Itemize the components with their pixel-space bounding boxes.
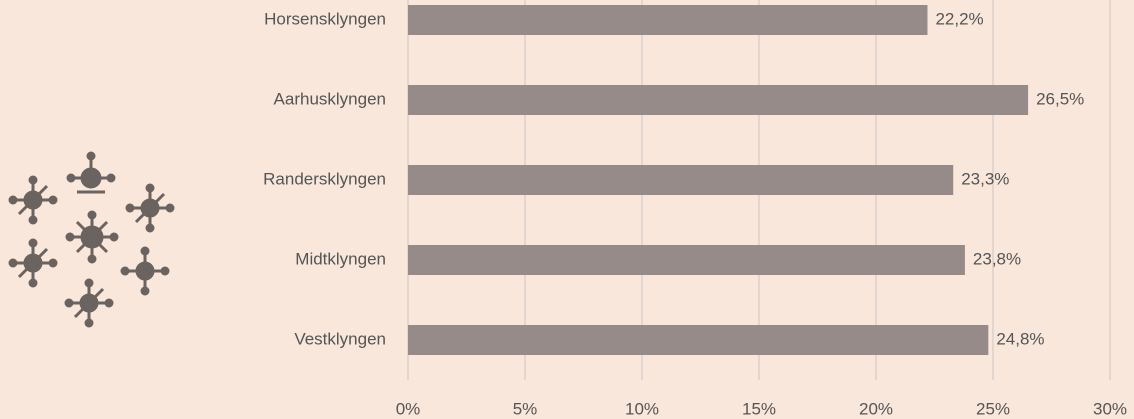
x-tick-label: 0% <box>396 399 421 418</box>
cluster-icon <box>8 151 175 328</box>
data-label: 23,3% <box>961 169 1009 188</box>
y-tick-label: Randersklyngen <box>263 169 386 188</box>
x-tick-label: 20% <box>859 399 893 418</box>
data-label: 26,5% <box>1036 89 1084 108</box>
x-tick-label: 30% <box>1093 399 1127 418</box>
y-tick-label: Vestklyngen <box>294 329 386 348</box>
data-label: 24,8% <box>996 329 1044 348</box>
x-tick-label: 10% <box>625 399 659 418</box>
x-tick-label: 25% <box>976 399 1010 418</box>
bar <box>408 5 928 35</box>
data-label: 23,8% <box>973 249 1021 268</box>
bar <box>408 325 989 355</box>
bar <box>408 85 1029 115</box>
x-tick-label: 15% <box>742 399 776 418</box>
y-tick-label: Midtklyngen <box>295 249 386 268</box>
x-tick-label: 5% <box>513 399 538 418</box>
data-label: 22,2% <box>935 9 983 28</box>
bar <box>408 165 954 195</box>
y-tick-label: Horsensklyngen <box>264 9 386 28</box>
bar <box>408 245 965 275</box>
y-tick-label: Aarhusklyngen <box>274 89 386 108</box>
